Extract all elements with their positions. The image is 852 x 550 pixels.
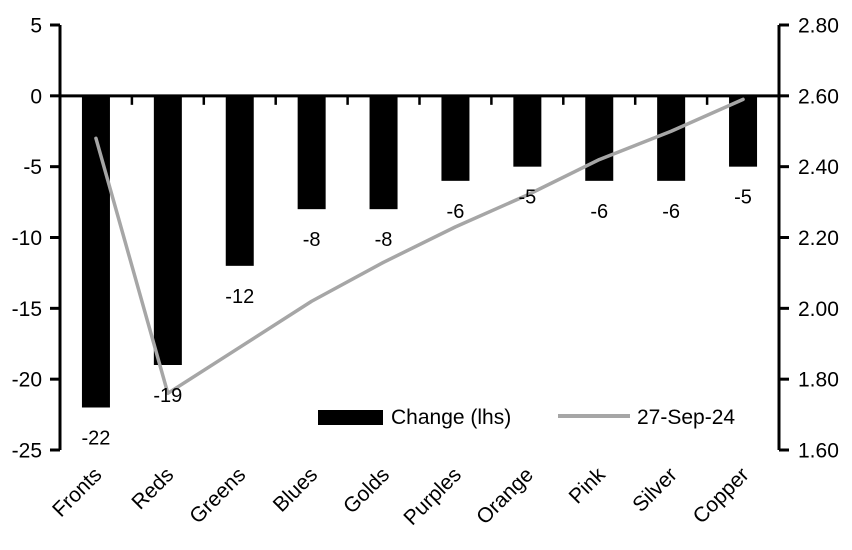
bar-value-label: -5 [734, 187, 752, 209]
bar-value-label: -6 [590, 201, 608, 223]
bar-value-label: -12 [225, 286, 254, 308]
left-axis-tick-label: -10 [12, 227, 42, 250]
left-axis-tick-label: -20 [12, 369, 42, 392]
left-axis-tick-label: -25 [12, 440, 42, 463]
legend-label-change: Change (lhs) [391, 406, 512, 429]
left-axis-tick-label: -5 [23, 156, 42, 179]
bar [441, 95, 470, 181]
right-axis-tick-label: 1.80 [798, 369, 839, 392]
right-axis-tick-label: 2.60 [798, 85, 839, 108]
legend-label-date: 27-Sep-24 [637, 406, 736, 429]
bar [153, 95, 182, 365]
left-axis-tick-label: -15 [12, 298, 42, 321]
category-label: Copper [689, 463, 754, 528]
bar [657, 95, 686, 181]
right-axis-tick-label: 2.40 [798, 156, 839, 179]
left-axis-tick-label: 5 [30, 15, 42, 38]
bar [297, 95, 326, 210]
category-label: Greens [185, 463, 250, 528]
right-axis-tick-label: 2.00 [798, 298, 839, 321]
bar [369, 95, 398, 210]
bar-value-label: -22 [81, 428, 110, 450]
category-label: Reds [127, 463, 178, 514]
bar [225, 95, 254, 266]
left-axis-tick-label: 0 [30, 85, 42, 108]
bar-value-label: -8 [303, 229, 321, 251]
category-label: Silver [628, 463, 681, 516]
category-label: Blues [269, 463, 322, 516]
bar-value-label: -19 [153, 385, 182, 407]
bar [513, 95, 542, 167]
bar-value-label: -6 [662, 201, 680, 223]
category-label: Golds [339, 463, 394, 518]
bar [585, 95, 614, 181]
right-axis-tick-label: 2.20 [798, 227, 839, 250]
bar-value-label: -6 [447, 201, 465, 223]
bar-value-label: -5 [518, 187, 536, 209]
bar [729, 95, 758, 167]
bar [81, 95, 110, 408]
right-axis-tick-label: 1.60 [798, 440, 839, 463]
category-label: Purples [399, 463, 466, 530]
line-series [94, 97, 745, 396]
category-label: Orange [472, 463, 538, 529]
bar-value-label: -8 [375, 229, 393, 251]
legend-line-swatch [558, 414, 630, 418]
right-axis-tick-label: 2.80 [798, 15, 839, 38]
category-label: Fronts [48, 463, 106, 521]
legend-bar-swatch [318, 410, 383, 425]
category-label: Pink [565, 463, 611, 509]
